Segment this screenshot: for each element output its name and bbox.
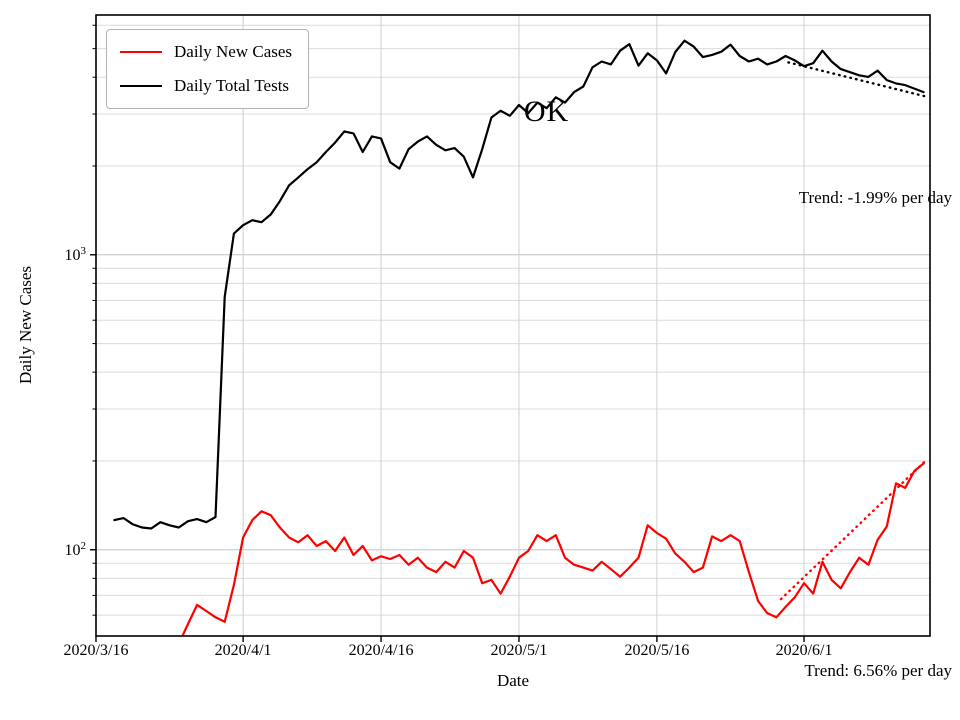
- daily-total-tests-line: [113, 39, 925, 530]
- cases-trend-dotted-line: [779, 459, 927, 601]
- black-line-sample-icon: [120, 85, 162, 87]
- plot-border: [95, 14, 931, 637]
- state-annotation: OK: [523, 94, 570, 128]
- tests-trend-label: Trend: -1.99% per day: [798, 188, 952, 207]
- daily-new-cases-line: [181, 462, 925, 636]
- legend-item-daily-new-cases: Daily New Cases: [120, 42, 292, 62]
- cases-trend-label: Trend: 6.56% per day: [804, 661, 952, 680]
- legend: Daily New Cases Daily Total Tests: [106, 29, 310, 109]
- x-axis-title: Date: [496, 671, 530, 690]
- legend-label-daily-new-cases: Daily New Cases: [174, 42, 293, 61]
- legend-label-daily-total-tests: Daily Total Tests: [174, 76, 290, 95]
- legend-item-daily-total-tests: Daily Total Tests: [120, 76, 292, 96]
- red-line-sample-icon: [120, 51, 162, 53]
- tests-trend-dotted-line: [787, 61, 930, 99]
- y-axis-title: Daily New Cases: [16, 265, 35, 385]
